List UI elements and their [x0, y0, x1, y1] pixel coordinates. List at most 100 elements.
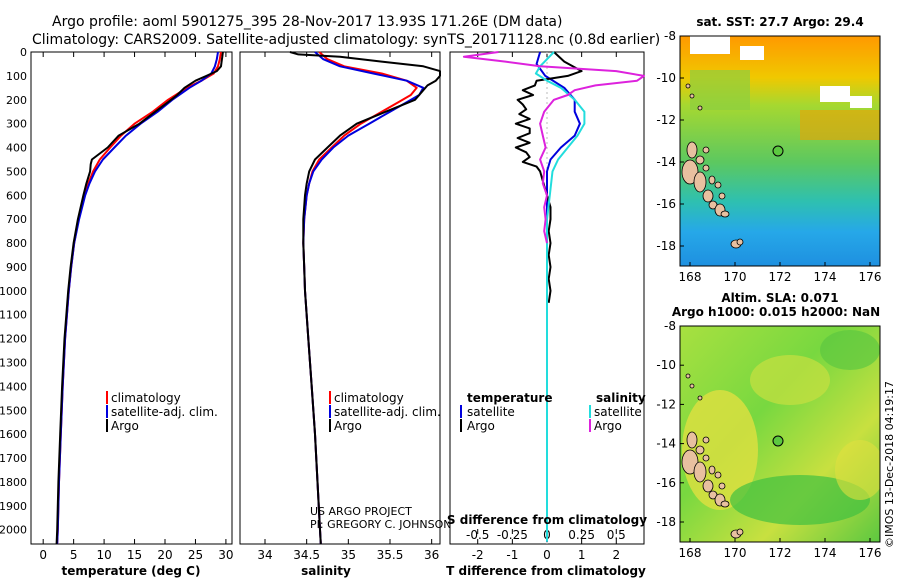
temperature-legend: climatology satellite-adj. clim. Argo: [106, 391, 218, 433]
x-tick-label: 0: [543, 548, 551, 562]
x-tick-label: 36: [424, 548, 439, 562]
island-shape: [689, 93, 695, 99]
argo-float-marker: [772, 145, 784, 157]
depth-tick-label: 300: [6, 118, 27, 131]
map-y-tick-label: -16: [656, 197, 676, 211]
x-tick-label: 20: [157, 548, 172, 562]
difference-panel: -2 -1 0 1 2-0.5 -0.25 0 0.25 0.5 T difference fr…: [446, 51, 647, 578]
island-shape: [697, 395, 703, 401]
legend-argo-label: Argo: [334, 419, 362, 433]
island-shape: [686, 431, 698, 449]
x-tick-label: 25: [188, 548, 203, 562]
sla-high-patch: [750, 355, 830, 405]
sla-map-axes: 168 170 172 174 176 -8 -10 -12 -14 -16 -18: [656, 319, 881, 560]
x-tick-label: -2: [472, 548, 484, 562]
depth-tick-label: 500: [6, 165, 27, 178]
depth-tick-label: 1800: [0, 476, 27, 489]
map-x-tick-label: 176: [859, 270, 882, 284]
island-shape: [702, 164, 710, 172]
depth-tick-label: 1700: [0, 452, 27, 465]
header-line2: Climatology: CARS2009. Satellite-adjuste…: [32, 32, 660, 48]
island-shape: [702, 146, 710, 154]
map-y-tick-label: -16: [656, 476, 676, 490]
header-line1: Argo profile: aoml 5901275_395 28-Nov-20…: [52, 14, 562, 30]
map-x-tick-label: 170: [724, 270, 747, 284]
island-shape: [718, 482, 726, 490]
x-tick-label: 35.5: [377, 548, 404, 562]
x2-tick-label: 0.25: [568, 528, 595, 542]
map-y-tick-label: -18: [656, 515, 676, 529]
island-shape: [693, 461, 707, 483]
island-markers: [681, 83, 744, 249]
series-line: [55, 51, 224, 545]
map-y-tick-label: -8: [664, 319, 676, 333]
imos-watermark: ©IMOS 13-Dec-2018 04:19:17: [883, 381, 896, 548]
legend-temp-head: temperature: [467, 391, 552, 405]
map-y-tick-label: -10: [656, 358, 676, 372]
sst-missing-patch: [850, 96, 872, 108]
difference-legend: temperature salinity satellite Argo sate…: [460, 391, 646, 433]
island-shape: [695, 155, 705, 165]
series-line: [534, 51, 586, 542]
x-tick-label: 15: [127, 548, 142, 562]
island-shape: [736, 528, 744, 536]
temperature-xlabel: temperature (deg C): [62, 564, 201, 578]
island-shape: [708, 175, 716, 185]
x-tick-label: 30: [218, 548, 233, 562]
sla-map-title1: Altim. SLA: 0.071: [721, 291, 838, 305]
x-tick-label: 0: [39, 548, 47, 562]
map-y-tick-label: -8: [664, 29, 676, 43]
island-shape: [686, 141, 698, 159]
island-shape: [693, 171, 707, 193]
island-shape: [685, 83, 691, 89]
temperature-lines: [55, 51, 224, 545]
depth-tick-label: 1500: [0, 404, 27, 417]
map-x-tick-label: 174: [814, 546, 837, 560]
island-shape: [702, 436, 710, 444]
depth-tick-label: 1400: [0, 380, 27, 393]
legend-temp-sat-label: satellite: [467, 405, 515, 419]
sst-missing-patch: [690, 36, 730, 54]
difference-lines: [462, 51, 645, 542]
map-x-tick-label: 168: [679, 270, 702, 284]
depth-tick-label: 900: [6, 261, 27, 274]
salinity-lines: [289, 51, 441, 545]
island-shape: [695, 445, 705, 455]
x-tick-label: 2: [612, 548, 620, 562]
legend-clim-label: climatology: [111, 391, 181, 405]
sla-low-patch: [820, 330, 880, 370]
depth-tick-label: 800: [6, 237, 27, 250]
island-shape: [689, 383, 695, 389]
sst-map-axes: 168 170 172 174 176 -8 -10 -12 -14 -16 -18: [656, 29, 881, 284]
depth-tick-label: 600: [6, 189, 27, 202]
map-y-tick-label: -14: [656, 437, 676, 451]
depth-tick-label: 1000: [0, 285, 27, 298]
sla-map: 168 170 172 174 176 -8 -10 -12 -14 -16 -18: [656, 319, 881, 560]
x2-tick-label: 0.5: [607, 528, 626, 542]
series-line: [514, 51, 583, 303]
sla-map-title2: Argo h1000: 0.015 h2000: NaN: [672, 305, 880, 319]
t-difference-xlabel: T difference from climatology: [446, 564, 646, 578]
series-line: [462, 51, 645, 244]
island-shape: [708, 465, 716, 475]
island-shape: [736, 238, 744, 246]
temperature-plot-frame: [30, 51, 233, 545]
salinity-x-axis: 34 34.5 35 35.5 36: [257, 52, 439, 562]
salinity-panel: 34 34.5 35 35.5 36 salinity climatology sate…: [239, 51, 451, 578]
s-difference-xlabel: S difference from climatology: [447, 513, 647, 527]
temperature-panel: 0 5 10 15 20 25 30 temperature (deg C) climato…: [30, 51, 234, 578]
sst-map-title: sat. SST: 27.7 Argo: 29.4: [696, 15, 863, 29]
legend-clim-label: climatology: [334, 391, 404, 405]
map-x-tick-label: 176: [859, 546, 882, 560]
map-x-tick-label: 172: [769, 546, 792, 560]
island-shape: [720, 500, 730, 508]
credit-line1: US ARGO PROJECT: [310, 505, 412, 518]
depth-tick-label: 1100: [0, 309, 27, 322]
depth-tick-label: 0: [20, 46, 27, 59]
island-shape: [685, 373, 691, 379]
map-y-tick-label: -10: [656, 71, 676, 85]
island-shape: [697, 105, 703, 111]
depth-tick-label: 2000: [0, 524, 27, 537]
sst-missing-patch: [820, 86, 850, 102]
legend-sal-head: salinity: [596, 391, 646, 405]
